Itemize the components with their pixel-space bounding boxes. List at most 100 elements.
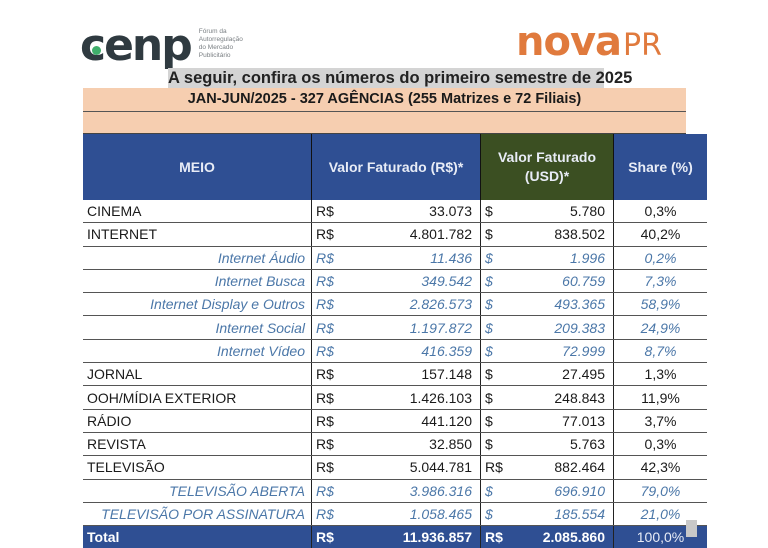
brl-value: 32.850 <box>356 432 481 457</box>
usd-currency: R$ <box>480 455 525 480</box>
usd-currency: $ <box>480 432 525 457</box>
usd-value: 248.843 <box>525 385 614 410</box>
table-row: TELEVISÃO ABERTA R$ 3.986.316 $696.910 79,0% <box>83 479 707 503</box>
media-name: CINEMA <box>83 200 312 224</box>
brl-value: 5.044.781 <box>356 455 481 480</box>
brl-currency: R$ <box>311 502 356 527</box>
media-name: Internet Vídeo <box>83 339 312 364</box>
scroll-marker <box>686 520 697 537</box>
share-value: 8,7% <box>613 339 707 364</box>
media-name: JORNAL <box>83 362 312 387</box>
usd-value: 1.996 <box>525 246 614 270</box>
headline: A seguir, confira os números do primeiro… <box>168 68 633 88</box>
media-name: TELEVISÃO ABERTA <box>83 479 312 503</box>
header-brl: Valor Faturado (R$)* <box>311 134 481 200</box>
media-name: TELEVISÃO POR ASSINATURA <box>83 502 312 527</box>
share-value: 7,3% <box>613 269 707 294</box>
share-value: 24,9% <box>613 315 707 340</box>
share-value: 0,3% <box>613 432 707 457</box>
share-value: 79,0% <box>613 479 707 503</box>
header-usd-line2: (USD)* <box>524 168 570 184</box>
novapr-nova: nova <box>516 19 622 65</box>
table-row: Internet Social R$ 1.197.872 $209.383 24,9% <box>83 315 707 340</box>
table-header-row: MEIO Valor Faturado (R$)* Valor Faturado… <box>83 134 707 200</box>
brl-value: 11.936.857 <box>356 525 481 548</box>
usd-currency: R$ <box>480 525 525 548</box>
header-share: Share (%) <box>613 134 707 200</box>
brl-value: 416.359 <box>356 339 481 364</box>
total-row: Total R$ 11.936.857 R$ 2.085.860 100,0% <box>83 525 707 548</box>
brl-value: 1.058.465 <box>356 502 481 527</box>
media-name: Internet Áudio <box>83 246 312 270</box>
brl-currency: R$ <box>311 432 356 457</box>
brl-currency: R$ <box>311 339 356 364</box>
brl-value: 2.826.573 <box>356 292 481 317</box>
period-subtitle: JAN-JUN/2025 - 327 AGÊNCIAS (255 Matrize… <box>83 88 686 112</box>
tagline-line: Publicitário <box>198 52 231 59</box>
brl-currency: R$ <box>311 525 356 548</box>
usd-value: 209.383 <box>525 315 614 340</box>
usd-currency: $ <box>480 222 525 247</box>
table-row: RÁDIO R$ 441.120 $77.013 3,7% <box>83 409 707 433</box>
brl-currency: R$ <box>311 455 356 480</box>
usd-currency: $ <box>480 292 525 317</box>
brl-value: 11.436 <box>356 246 481 270</box>
share-value: 0,3% <box>613 200 707 224</box>
media-name: OOH/MÍDIA EXTERIOR <box>83 385 312 410</box>
usd-currency: $ <box>480 246 525 270</box>
brl-value: 349.542 <box>356 269 481 294</box>
table-row: Internet Áudio R$ 11.436 $1.996 0,2% <box>83 246 707 270</box>
tagline-line: Fórum da <box>198 28 227 35</box>
table-row: Internet Busca R$ 349.542 $60.759 7,3% <box>83 269 707 294</box>
header-usd: Valor Faturado (USD)* <box>480 134 614 200</box>
table-row: REVISTA R$ 32.850 $5.763 0,3% <box>83 432 707 457</box>
usd-currency: $ <box>480 200 525 224</box>
media-name: Internet Display e Outros <box>83 292 312 317</box>
header-usd-line1: Valor Faturado <box>497 149 597 165</box>
usd-value: 27.495 <box>525 362 614 387</box>
table-row: TELEVISÃO R$ 5.044.781 R$ 882.464 42,3% <box>83 455 707 480</box>
media-name: Internet Busca <box>83 269 312 294</box>
usd-currency: $ <box>480 315 525 340</box>
usd-value: 2.085.860 <box>525 525 614 548</box>
brl-currency: R$ <box>311 385 356 410</box>
usd-value: 5.763 <box>525 432 614 457</box>
table-row: OOH/MÍDIA EXTERIOR R$ 1.426.103 $248.843 11,… <box>83 385 707 410</box>
share-value: 21,0% <box>613 502 707 527</box>
usd-value: 77.013 <box>525 409 614 433</box>
media-name: TELEVISÃO <box>83 455 312 480</box>
usd-value: 60.759 <box>525 269 614 294</box>
media-name: Total <box>83 525 312 548</box>
media-name: RÁDIO <box>83 409 312 433</box>
share-value: 40,2% <box>613 222 707 247</box>
brl-currency: R$ <box>311 362 356 387</box>
brl-value: 441.120 <box>356 409 481 433</box>
usd-currency: $ <box>480 409 525 433</box>
media-name: Internet Social <box>83 315 312 340</box>
header-meio: MEIO <box>83 134 312 200</box>
brl-value: 157.148 <box>356 362 481 387</box>
brl-value: 33.073 <box>356 200 481 224</box>
spacer-band <box>83 112 686 135</box>
table-row: JORNAL R$ 157.148 $27.495 1,3% <box>83 362 707 387</box>
usd-value: 5.780 <box>525 200 614 224</box>
novapr-logo: novaPR <box>516 22 662 70</box>
cenp-tagline: Fórum da Autorregulação do Mercado Publi… <box>199 28 243 60</box>
table-row: INTERNET R$ 4.801.782 $838.502 40,2% <box>83 222 707 247</box>
cenp-wordmark: cenp <box>80 20 193 71</box>
brl-currency: R$ <box>311 269 356 294</box>
brl-currency: R$ <box>311 292 356 317</box>
media-name: REVISTA <box>83 432 312 457</box>
brl-currency: R$ <box>311 246 356 270</box>
share-value: 3,7% <box>613 409 707 433</box>
table-row: Internet Display e Outros R$ 2.826.573 $493… <box>83 292 707 317</box>
brl-value: 1.426.103 <box>356 385 481 410</box>
media-name: INTERNET <box>83 222 312 247</box>
usd-currency: $ <box>480 339 525 364</box>
share-value: 58,9% <box>613 292 707 317</box>
tagline-line: Autorregulação <box>198 36 243 43</box>
usd-value: 493.365 <box>525 292 614 317</box>
brl-currency: R$ <box>311 222 356 247</box>
novapr-pr: PR <box>623 28 662 63</box>
usd-currency: $ <box>480 385 525 410</box>
